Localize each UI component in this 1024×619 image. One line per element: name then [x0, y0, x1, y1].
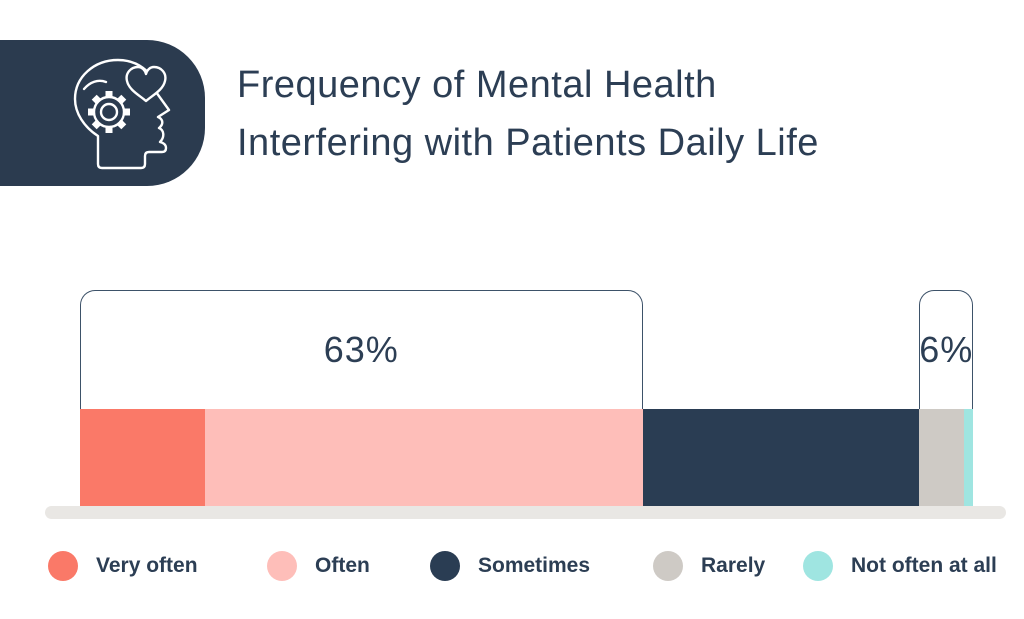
- page-title-line2: Interfering with Patients Daily Life: [237, 122, 819, 164]
- legend-label: Rarely: [701, 553, 766, 577]
- legend-label: Not often at all: [851, 553, 997, 577]
- bar-segment-rarely: [919, 409, 965, 506]
- header-icon-plaque: [0, 40, 205, 186]
- bar-segment-very-often: [80, 409, 206, 506]
- page-title-line1: Frequency of Mental Health: [237, 64, 717, 106]
- stacked-bar: [0, 409, 1024, 506]
- page-title: Frequency of Mental Health Interfering w…: [237, 56, 997, 172]
- legend-swatch-rarely: [653, 550, 683, 581]
- head-with-gear-and-heart-icon: [73, 58, 171, 170]
- bar-baseline: [45, 506, 1006, 519]
- bracket-value-label: 63%: [323, 329, 399, 370]
- bar-segment-not-often-at-all: [964, 409, 973, 506]
- bar-segment-sometimes: [642, 409, 920, 506]
- legend-label: Often: [315, 553, 370, 577]
- legend-swatch-very-often: [48, 550, 78, 581]
- legend-item-sometimes: Sometimes: [430, 550, 590, 581]
- legend-swatch-sometimes: [430, 550, 460, 581]
- legend-item-rarely: Rarely: [653, 550, 765, 581]
- legend-label: Very often: [96, 553, 198, 577]
- bar-segment-often: [205, 409, 643, 506]
- legend-item-not-often-at-all: Not often at all: [803, 550, 997, 581]
- legend-swatch-often: [267, 550, 297, 581]
- legend-label: Sometimes: [478, 553, 591, 577]
- legend-swatch-not-often-at-all: [803, 550, 833, 581]
- callout-bracket-6%: 6%: [919, 290, 973, 409]
- legend-item-very-often: Very often: [48, 550, 198, 581]
- legend-item-often: Often: [267, 550, 370, 581]
- bracket-value-label: 6%: [919, 329, 974, 370]
- callout-bracket-63%: 63%: [80, 290, 643, 409]
